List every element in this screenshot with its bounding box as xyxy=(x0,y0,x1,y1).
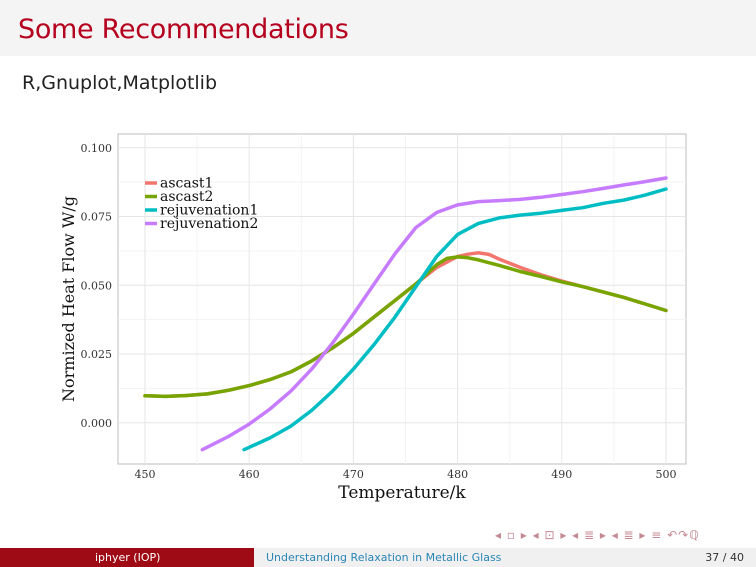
y-tick-label: 0.050 xyxy=(81,279,113,292)
x-tick-label: 470 xyxy=(343,468,364,481)
legend-label-ascast2: ascast2 xyxy=(160,189,213,205)
x-axis-label: Temperature/k xyxy=(338,483,466,503)
footer-title-section: Understanding Relaxation in Metallic Gla… xyxy=(254,548,506,567)
slide-title: Some Recommendations xyxy=(18,14,349,45)
x-tick-label: 480 xyxy=(447,468,468,481)
x-tick-label: 450 xyxy=(135,468,156,481)
x-tick-label: 460 xyxy=(239,468,260,481)
y-tick-label: 0.100 xyxy=(81,142,113,155)
x-tick-label: 490 xyxy=(551,468,572,481)
footer-page-number: 37 / 40 xyxy=(705,551,744,564)
footer-talk-title: Understanding Relaxation in Metallic Gla… xyxy=(266,551,502,564)
legend-label-rejuvenation2: rejuvenation2 xyxy=(160,216,258,232)
series-line-rejuvenation1 xyxy=(242,187,668,452)
footer-author-section: iphyer (IOP) xyxy=(0,548,254,567)
legend-label-rejuvenation1: rejuvenation1 xyxy=(160,203,258,219)
y-tick-label: 0.075 xyxy=(81,211,113,224)
slide-title-bar: Some Recommendations xyxy=(0,0,756,56)
slide-subtitle: R,Gnuplot,Matplotlib xyxy=(22,72,218,94)
y-axis-label: Normized Heat Flow W/g xyxy=(59,196,78,402)
legend-label-ascast1: ascast1 xyxy=(160,176,213,192)
footer-author: iphyer (IOP) xyxy=(95,551,161,564)
footer-page-section: 37 / 40 xyxy=(506,548,756,567)
y-tick-label: 0.000 xyxy=(81,417,113,430)
y-tick-label: 0.025 xyxy=(81,348,113,361)
beamer-navigation-symbols[interactable]: ◂ ▫ ▸ ◂ ⊡ ▸ ◂ ≣ ▸ ◂ ≣ ▸ ≡ ↶↷ℚ xyxy=(495,528,700,542)
heat-flow-chart: 450 460 470 480 490 500 0.000 0.025 0.050 0.075 0.… xyxy=(59,133,687,503)
series-line-rejuvenation2 xyxy=(200,176,668,452)
footer-bar: iphyer (IOP) Understanding Relaxation in… xyxy=(0,548,756,567)
x-tick-label: 500 xyxy=(656,468,677,481)
